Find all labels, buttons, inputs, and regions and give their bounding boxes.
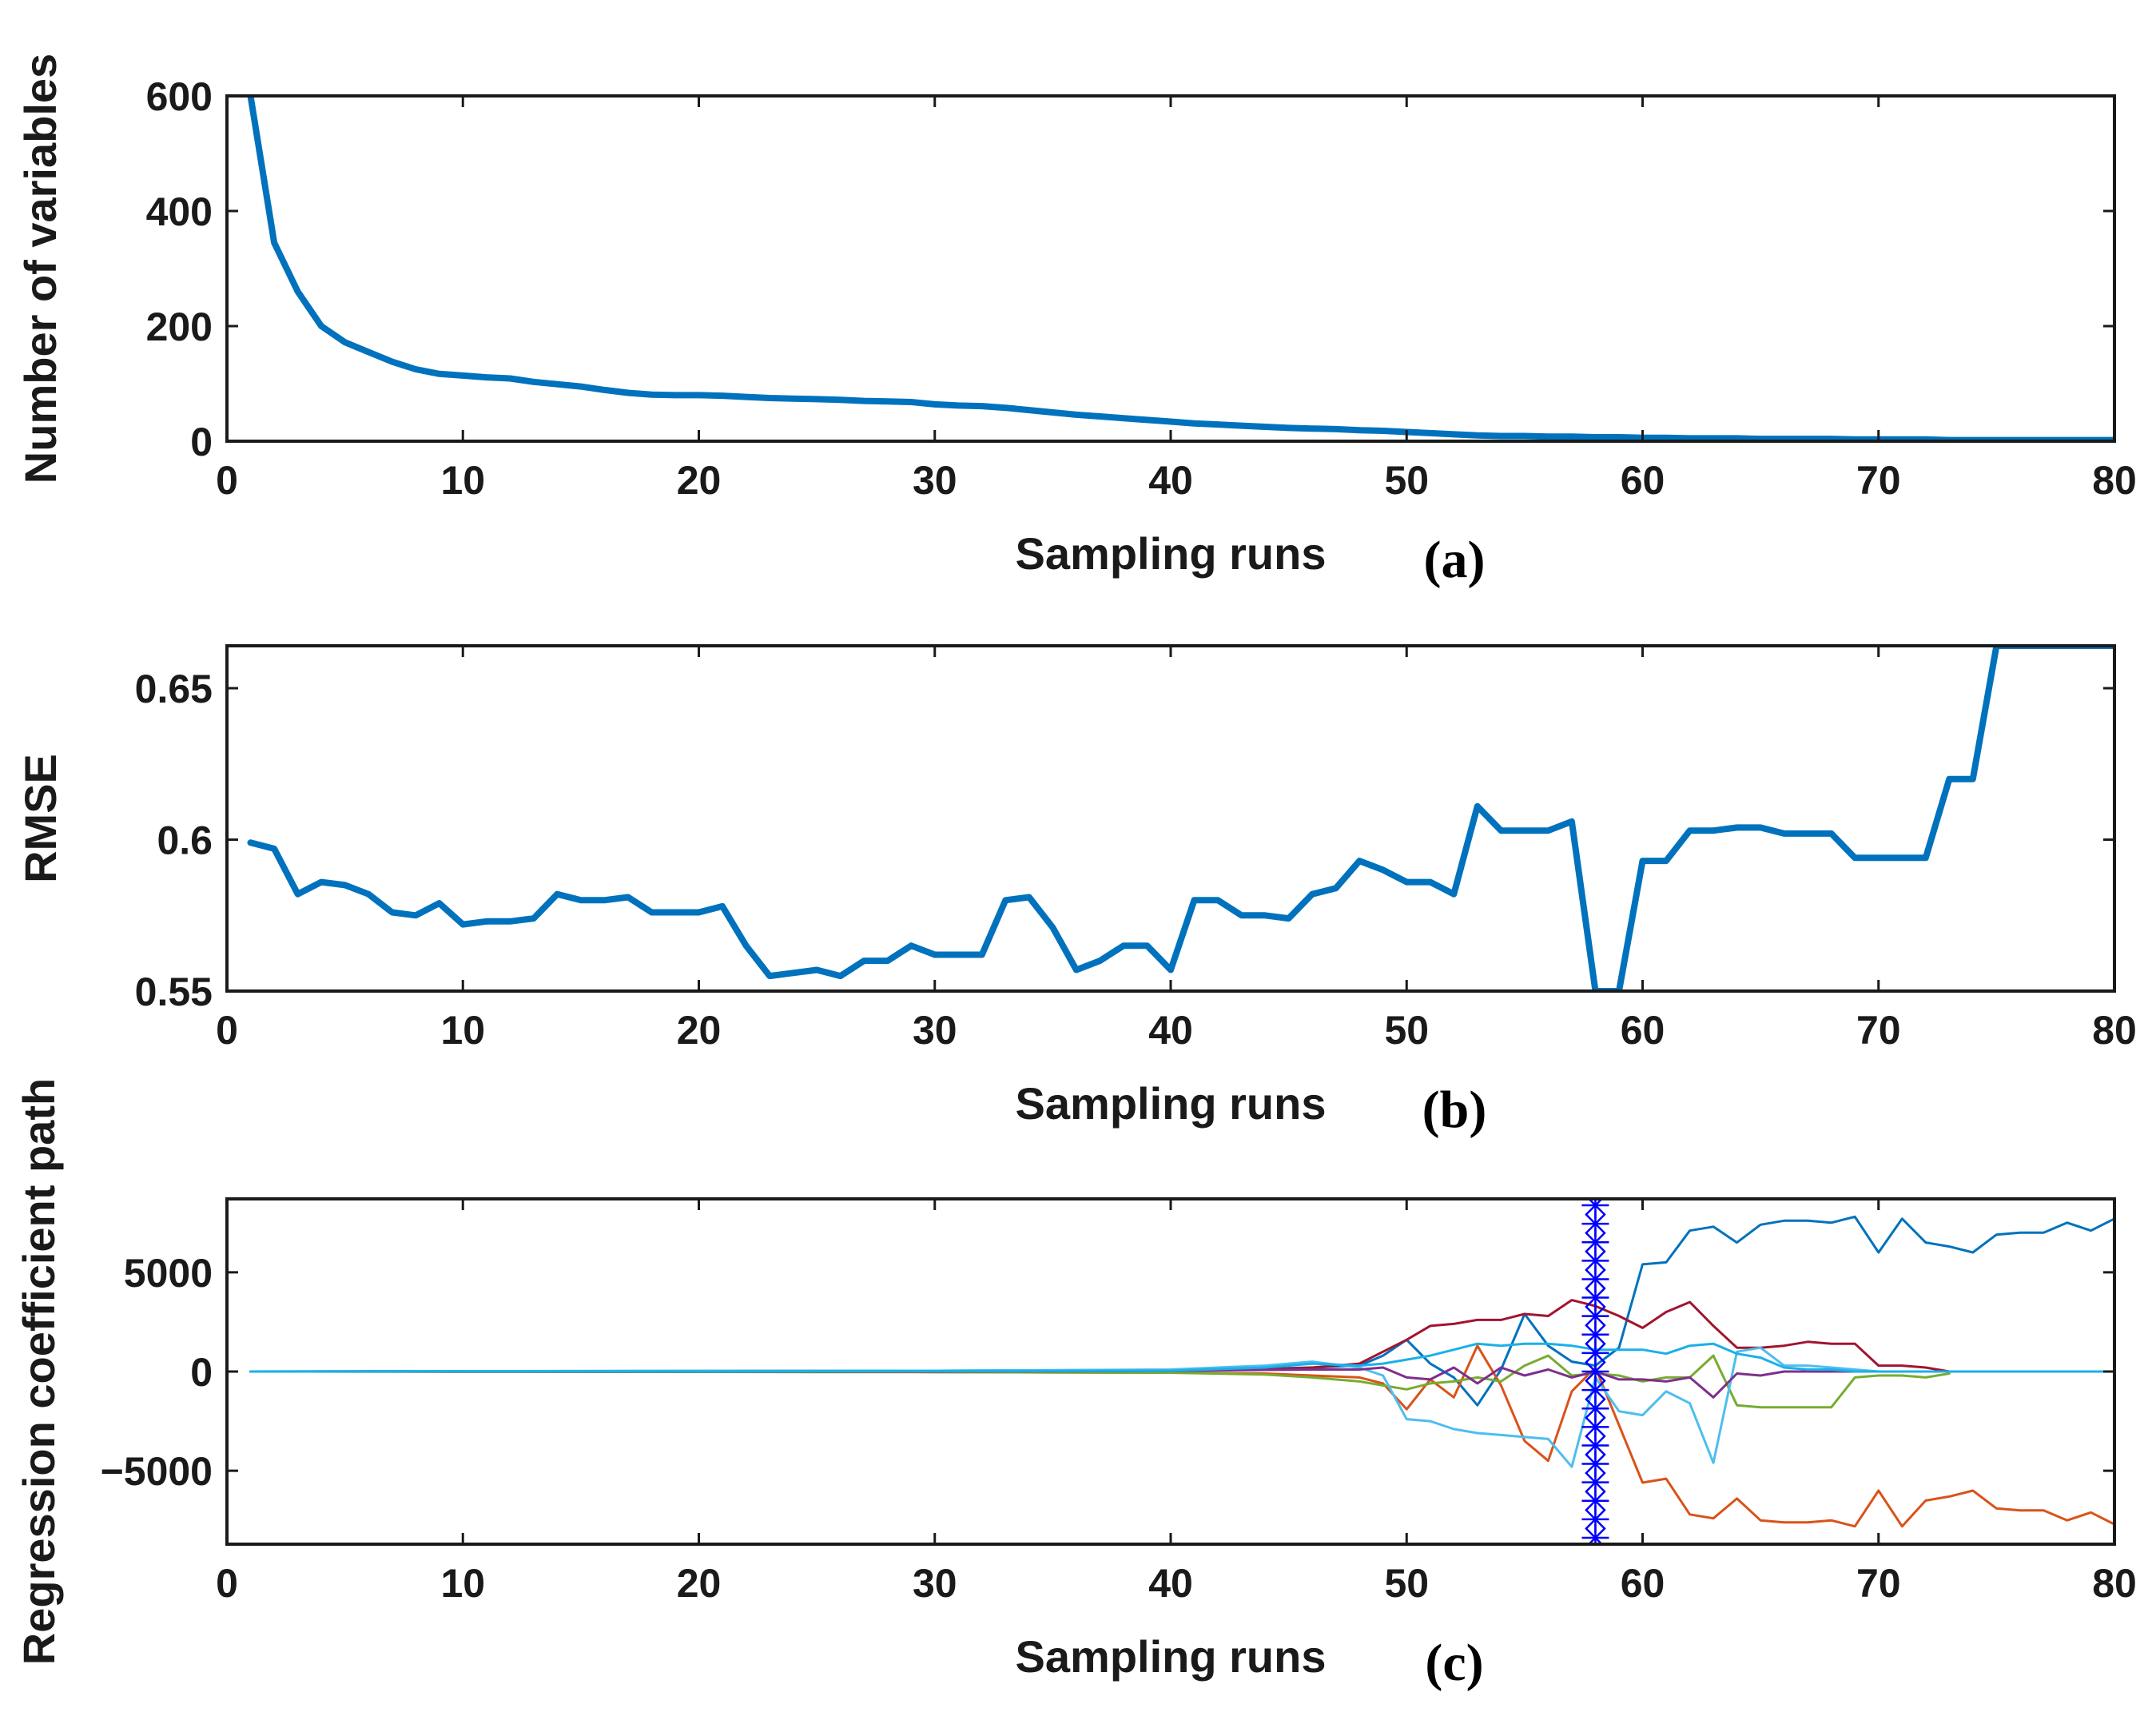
x-tick-label: 10 [440,1561,485,1606]
panel-c-ticks: 0 10 20 30 40 50 60 70 80 −5000 0 5000 [101,1199,2137,1606]
x-tick-label: 70 [1856,1561,1901,1606]
x-tick-label: 20 [677,1008,722,1053]
x-tick-label: 20 [677,1561,722,1606]
asterisk-marker [1581,1524,1609,1546]
x-tick-label: 10 [440,458,485,503]
panel-a-y-axis-label: Number of variables [15,54,66,484]
x-tick-label: 80 [2092,458,2137,503]
x-tick-label: 70 [1856,458,1901,503]
y-tick-label: 0.55 [135,970,213,1014]
panel-b-panel-label: (b) [1422,1081,1487,1139]
panel-a-x-axis-label: Sampling runs [1016,528,1327,579]
panel-c-series-line-6 [249,1366,1880,1399]
panel-a-series-line-1 [247,94,2114,443]
panel-b-axes-frame [225,644,2116,993]
x-tick-label: 50 [1384,458,1429,503]
x-tick-label: 80 [2092,1561,2137,1606]
x-tick-label: 0 [216,1561,238,1606]
panel-a-ticks: 0 10 20 30 40 50 60 70 80 0 200 400 600 [146,74,2137,503]
panel-c-y-axis-label: Regression coefficient path [14,1078,64,1665]
y-tick-label: 200 [146,305,213,349]
panel-b-series-line-1 [247,644,2114,993]
selected-run-marker-column [1581,1197,1609,1546]
panel-b-plot-area [247,644,2114,993]
x-tick-label: 0 [216,458,238,503]
x-tick-label: 60 [1621,1561,1665,1606]
y-tick-label: 0 [190,420,213,464]
panel-a-axes-frame [225,94,2116,443]
x-tick-label: 60 [1621,1008,1665,1053]
y-tick-label: 600 [146,74,213,119]
panel-b: 0 10 20 30 40 50 60 70 80 0.55 0.6 0.65 Sampling ru… [15,644,2137,1139]
x-tick-label: 70 [1856,1008,1901,1053]
panel-c-panel-label: (c) [1425,1634,1483,1692]
panel-c-plot-area [249,1197,2114,1546]
x-tick-label: 30 [913,1008,957,1053]
x-tick-label: 30 [913,458,957,503]
panel-b-series-group [247,644,2114,993]
asterisk-marker [1581,1265,1609,1293]
x-tick-label: 40 [1148,458,1193,503]
panel-c-series-line-1 [249,1215,2114,1407]
panel-b-y-axis-label: RMSE [15,754,66,883]
panel-c-series-line-2 [249,1344,2114,1528]
y-tick-label: 5000 [124,1251,213,1296]
x-tick-label: 80 [2092,1008,2137,1053]
panel-c-series-line-7 [249,1342,2114,1373]
panel-b-ticks: 0 10 20 30 40 50 60 70 80 0.55 0.6 0.65 [135,646,2137,1053]
panel-c-series-line-5 [249,1346,2114,1468]
panel-c-x-axis-label: Sampling runs [1016,1631,1327,1682]
x-tick-label: 50 [1384,1561,1429,1606]
x-tick-label: 40 [1148,1008,1193,1053]
panel-b-x-axis-label: Sampling runs [1016,1078,1327,1129]
y-tick-label: 0.6 [157,818,213,863]
x-tick-label: 20 [677,458,722,503]
x-tick-label: 60 [1621,458,1665,503]
asterisk-marker [1581,1413,1609,1441]
panel-c-series-line-3 [249,1299,1951,1373]
x-tick-label: 0 [216,1008,238,1053]
x-tick-label: 40 [1148,1561,1193,1606]
x-tick-label: 50 [1384,1008,1429,1053]
y-tick-label: 400 [146,189,213,234]
x-tick-label: 10 [440,1008,485,1053]
panel-c: 0 10 20 30 40 50 60 70 80 −5000 0 5000 Sampling run… [14,1078,2137,1692]
y-tick-label: 0.65 [135,667,213,711]
asterisk-marker [1581,1395,1609,1423]
panel-a-plot-area [247,94,2114,443]
panel-a-panel-label: (a) [1424,531,1486,589]
panel-c-series-line-4 [249,1354,1951,1409]
panel-a-series-group [247,94,2114,443]
x-tick-label: 30 [913,1561,957,1606]
y-tick-label: 0 [190,1350,213,1395]
y-tick-label: −5000 [101,1449,213,1494]
panel-a: 0 10 20 30 40 50 60 70 80 0 200 400 600 Sampling run… [15,54,2137,589]
panel-c-series-group [249,1197,2114,1546]
